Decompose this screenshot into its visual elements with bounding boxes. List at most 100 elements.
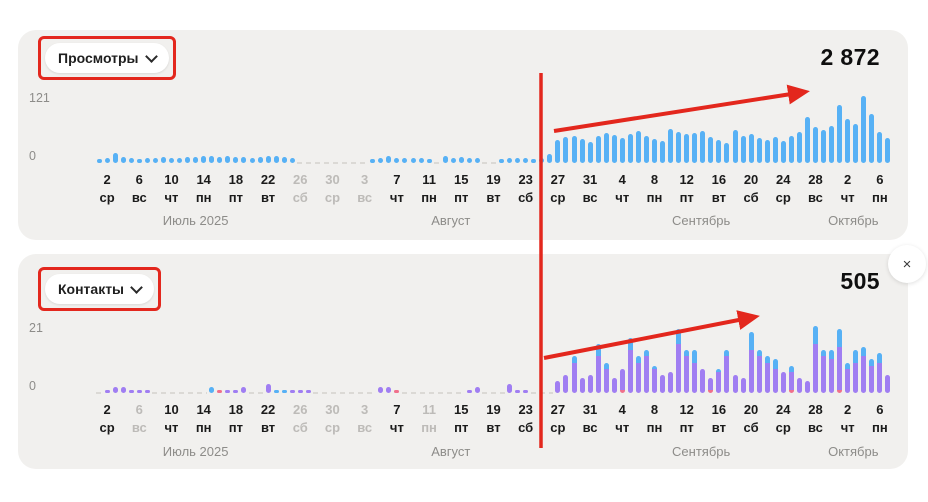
stacked-bar xyxy=(611,377,617,393)
bar xyxy=(853,124,859,163)
metric-dropdown-views-label: Просмотры xyxy=(58,50,139,66)
bar xyxy=(531,158,537,163)
month-label: Июль 2025 xyxy=(162,213,229,228)
bar-segment xyxy=(555,380,561,393)
bar-segment xyxy=(136,389,142,393)
x-tick: 11 пн xyxy=(421,172,437,205)
bar xyxy=(386,155,392,163)
bar-segment xyxy=(829,359,835,393)
views-plot-area xyxy=(95,38,895,164)
bar-segment xyxy=(676,328,682,345)
bar-segment xyxy=(821,356,826,393)
x-tick: 11 пн xyxy=(421,402,437,435)
bar xyxy=(547,153,553,163)
bar-segment xyxy=(394,389,400,393)
bar-segment xyxy=(603,362,609,369)
bar-segment xyxy=(265,383,271,393)
zero-baseline-dash xyxy=(248,392,264,394)
x-tick: 16 вт xyxy=(711,402,727,435)
bar xyxy=(249,157,255,163)
bar xyxy=(450,157,456,163)
bar xyxy=(193,156,199,163)
metric-dropdown-views[interactable]: Просмотры xyxy=(45,43,169,73)
bar xyxy=(96,158,102,163)
bar-segment xyxy=(829,350,835,360)
bar-segment xyxy=(619,389,625,393)
bar xyxy=(587,142,593,163)
bar xyxy=(619,138,625,163)
stacked-bar xyxy=(394,389,400,393)
bar-segment xyxy=(233,389,239,393)
stacked-bar xyxy=(829,350,835,393)
bar xyxy=(885,138,891,163)
x-tick: 10 чт xyxy=(164,172,179,205)
bar-segment xyxy=(595,356,601,393)
bar xyxy=(209,156,215,163)
bar xyxy=(756,138,762,163)
x-tick: 30 ср xyxy=(324,172,341,205)
bar xyxy=(169,157,174,163)
bar-segment xyxy=(635,362,641,393)
x-tick: 15 пт xyxy=(454,402,469,435)
stacked-bar xyxy=(684,350,690,393)
bar xyxy=(821,129,826,163)
zero-baseline-dash xyxy=(96,392,103,394)
bar xyxy=(603,132,609,163)
bar-segment xyxy=(788,389,794,393)
bar xyxy=(507,158,513,163)
stacked-bar xyxy=(716,368,722,393)
x-tick: 31 вс xyxy=(582,402,598,435)
bar-segment xyxy=(716,368,722,372)
bar xyxy=(716,140,722,163)
bar-segment xyxy=(716,371,722,393)
stacked-bar xyxy=(507,383,513,393)
stacked-bar xyxy=(217,389,223,393)
bar-segment xyxy=(877,353,883,363)
bar xyxy=(748,133,754,163)
bar xyxy=(700,130,706,163)
x-tick: 3 вс xyxy=(357,402,373,435)
bar xyxy=(668,128,674,163)
x-tick: 20 сб xyxy=(743,172,759,205)
stacked-bar xyxy=(660,374,665,393)
bar xyxy=(829,125,835,163)
metric-dropdown-contacts[interactable]: Контакты xyxy=(45,274,155,304)
bar-segment xyxy=(837,389,843,393)
bar-segment xyxy=(241,386,247,393)
stacked-bar xyxy=(668,371,674,393)
x-axis-ticks: 2 ср 6 вс 10 чт 14 пн 18 пт 22 вт 26 сб 30 ср 3 вс 7 чт 11 пн… xyxy=(95,401,895,437)
bar xyxy=(579,139,585,163)
bar-segment xyxy=(813,344,818,393)
close-button[interactable]: × xyxy=(888,245,926,283)
bar xyxy=(724,143,730,163)
bar xyxy=(692,132,698,163)
bar xyxy=(780,141,786,163)
stacked-bar xyxy=(796,377,802,393)
bar-segment xyxy=(386,386,392,393)
bar-segment xyxy=(732,374,738,393)
annotation-box-views: Просмотры xyxy=(38,36,176,80)
bar-segment xyxy=(708,389,714,393)
bar xyxy=(813,126,818,163)
y-axis-max-label: 21 xyxy=(29,321,43,335)
x-tick: 27 ср xyxy=(550,402,566,435)
bar xyxy=(394,157,400,163)
stacked-bar xyxy=(474,386,480,393)
x-tick: 19 вт xyxy=(486,402,501,435)
x-tick: 18 пт xyxy=(228,172,244,205)
bar-segment xyxy=(869,365,875,393)
zero-baseline-dash xyxy=(313,392,376,394)
stacked-bar xyxy=(692,350,698,393)
bar xyxy=(684,134,690,163)
bar xyxy=(788,135,794,163)
bar xyxy=(740,135,746,163)
bar xyxy=(869,113,875,163)
bar-segment xyxy=(466,389,472,393)
bar-segment xyxy=(861,356,867,393)
x-tick: 7 чт xyxy=(389,402,404,435)
stacked-bar xyxy=(225,389,231,393)
stacked-bar xyxy=(289,389,295,393)
bar-segment xyxy=(764,362,770,393)
bar-segment xyxy=(611,377,617,393)
stacked-bar xyxy=(233,389,239,393)
